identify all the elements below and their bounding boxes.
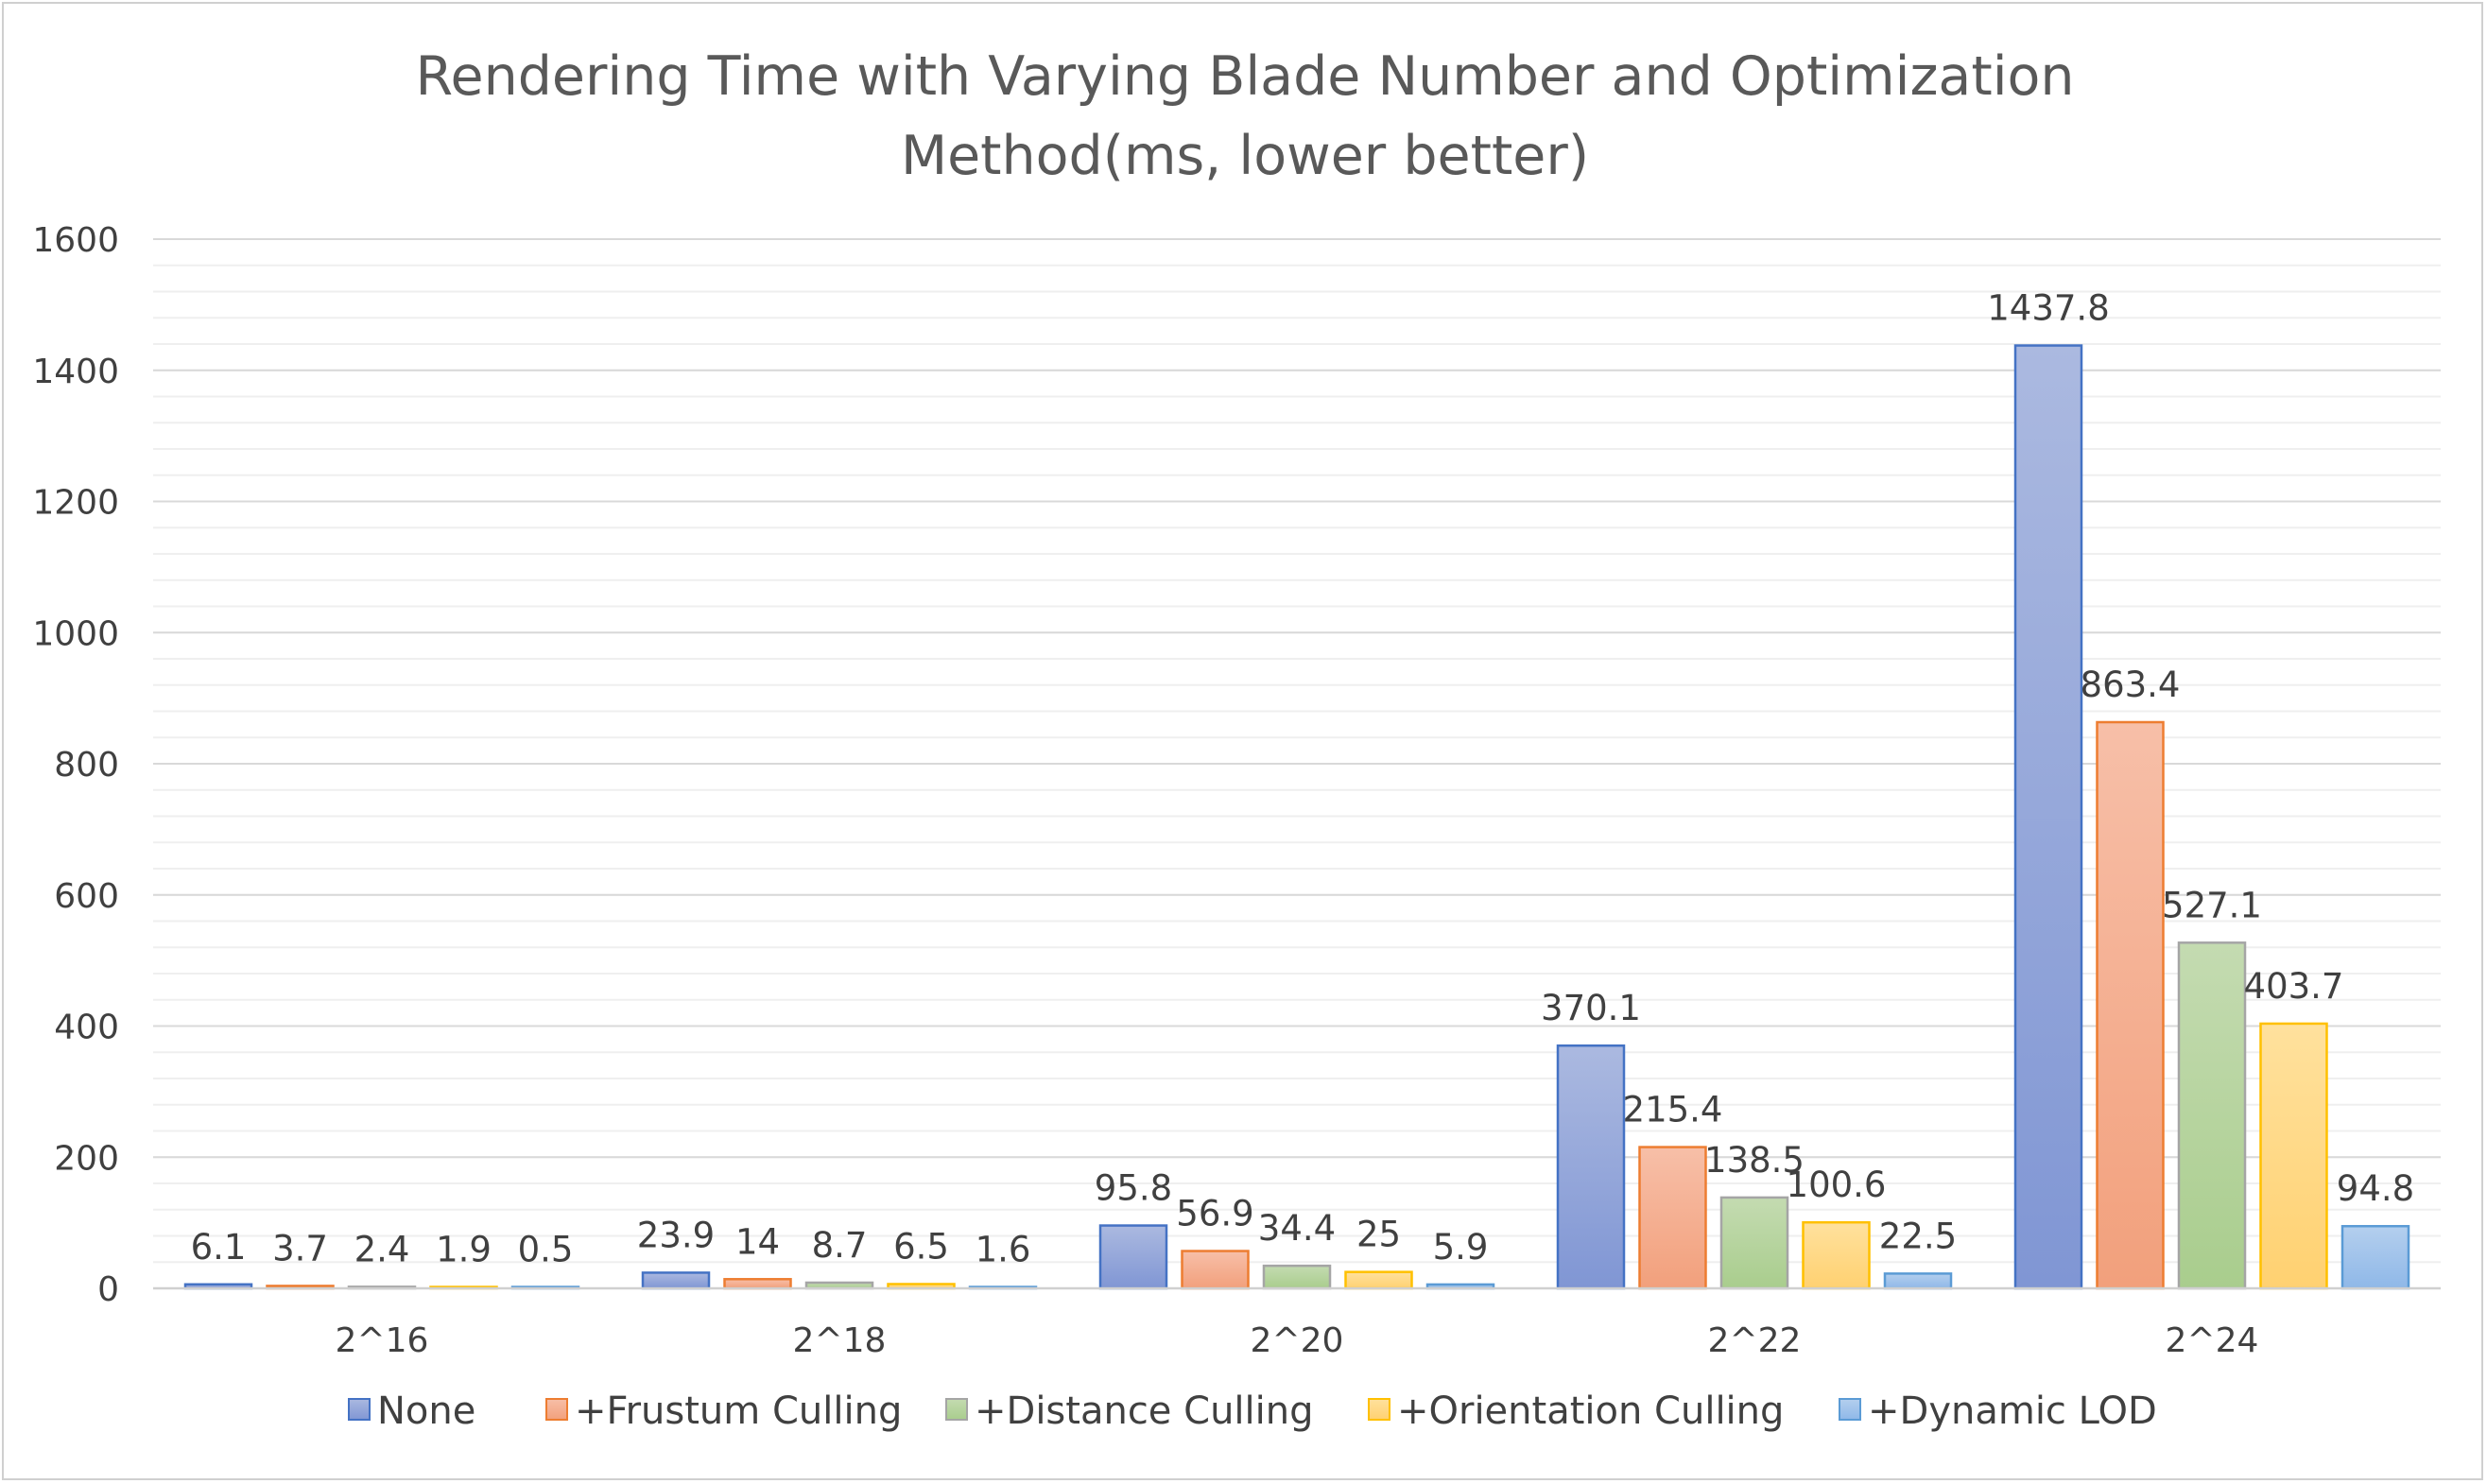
bar (723, 1278, 792, 1290)
data-label: 138.5 (1704, 1140, 1805, 1181)
data-labels: 6.1 3.7 2.4 1.9 0.5 23.9 14 8.7 6.5 1.6 95.856.9 34… (191, 288, 2415, 1270)
bar (2096, 720, 2165, 1290)
data-label: 1.6 (976, 1230, 1031, 1270)
y-tick-label: 0 (97, 1270, 119, 1309)
x-tick-label: 2^20 (1251, 1321, 1344, 1360)
data-label: 5.9 (1433, 1227, 1489, 1268)
y-tick-label: 1000 (32, 614, 119, 653)
legend-swatch (1839, 1398, 1861, 1421)
legend-label: None (377, 1389, 475, 1433)
legend-swatch (945, 1398, 968, 1421)
x-tick-label: 2^24 (2166, 1321, 2259, 1360)
y-tick-label: 1400 (32, 353, 119, 391)
bar (1262, 1264, 1332, 1290)
chart-title-line-1: Rendering Time with Varying Blade Number… (415, 45, 2074, 108)
bar (1098, 1224, 1168, 1290)
data-label: 370.1 (1541, 988, 1641, 1028)
bar (2013, 344, 2083, 1290)
legend-swatch (545, 1398, 568, 1421)
y-tick-label: 200 (54, 1139, 119, 1178)
legend-label: +Frustum Culling (575, 1389, 902, 1433)
bar (1719, 1196, 1789, 1290)
data-label: 56.9 (1176, 1194, 1253, 1234)
bar-chart: Rendering Time with Varying Blade Number… (32, 45, 2441, 1433)
data-label: 403.7 (2244, 966, 2344, 1007)
bars (183, 344, 2410, 1290)
bar (2259, 1022, 2328, 1290)
data-label: 23.9 (637, 1215, 715, 1255)
data-label: 100.6 (1787, 1165, 1887, 1205)
bar (1638, 1146, 1707, 1290)
bar (1556, 1044, 1626, 1290)
data-label: 94.8 (2337, 1168, 2414, 1209)
legend-label: +Dynamic LOD (1868, 1389, 2157, 1433)
data-label: 6.1 (191, 1227, 247, 1268)
data-label: 3.7 (272, 1228, 328, 1268)
legend: None +Frustum Culling +Distance Culling +Or… (348, 1389, 2157, 1433)
data-label: 215.4 (1623, 1090, 1723, 1130)
bar (641, 1271, 711, 1290)
bar (1344, 1270, 1413, 1290)
y-tick-label: 800 (54, 746, 119, 785)
bar (1802, 1220, 1871, 1290)
data-label: 1.9 (436, 1230, 492, 1270)
legend-label: +Distance Culling (975, 1389, 1314, 1433)
data-label: 95.8 (1095, 1168, 1172, 1209)
data-label: 0.5 (518, 1230, 574, 1270)
y-tick-label: 600 (54, 877, 119, 916)
y-tick-label: 1200 (32, 484, 119, 523)
data-label: 14 (735, 1221, 780, 1262)
x-tick-label: 2^22 (1708, 1321, 1802, 1360)
data-label: 34.4 (1258, 1208, 1336, 1249)
data-label: 2.4 (354, 1229, 410, 1269)
y-axis-ticks: 0 200 400 600 800 1000 1200 1400 1600 (32, 221, 119, 1309)
bar (1181, 1250, 1250, 1290)
y-tick-label: 400 (54, 1009, 119, 1047)
data-label: 863.4 (2081, 664, 2181, 705)
legend-swatch (348, 1398, 371, 1421)
data-label: 1437.8 (1987, 288, 2109, 329)
legend-label: +Orientation Culling (1397, 1389, 1784, 1433)
bar (2340, 1224, 2410, 1290)
data-label: 8.7 (812, 1225, 868, 1266)
legend-swatch (1368, 1398, 1390, 1421)
chart-title: Rendering Time with Varying Blade Number… (415, 45, 2074, 187)
data-label: 22.5 (1879, 1216, 1957, 1256)
bar (2177, 941, 2247, 1290)
chart-title-line-2: Method(ms, lower better) (901, 125, 1589, 187)
y-tick-label: 1600 (32, 221, 119, 260)
x-tick-label: 2^18 (793, 1321, 887, 1360)
data-label: 6.5 (893, 1226, 949, 1267)
data-label: 25 (1356, 1215, 1401, 1255)
x-tick-label: 2^16 (336, 1321, 429, 1360)
data-label: 527.1 (2162, 885, 2262, 925)
bar (1883, 1272, 1953, 1290)
x-axis: 2^16 2^18 2^20 2^22 2^24 (153, 1286, 2441, 1360)
